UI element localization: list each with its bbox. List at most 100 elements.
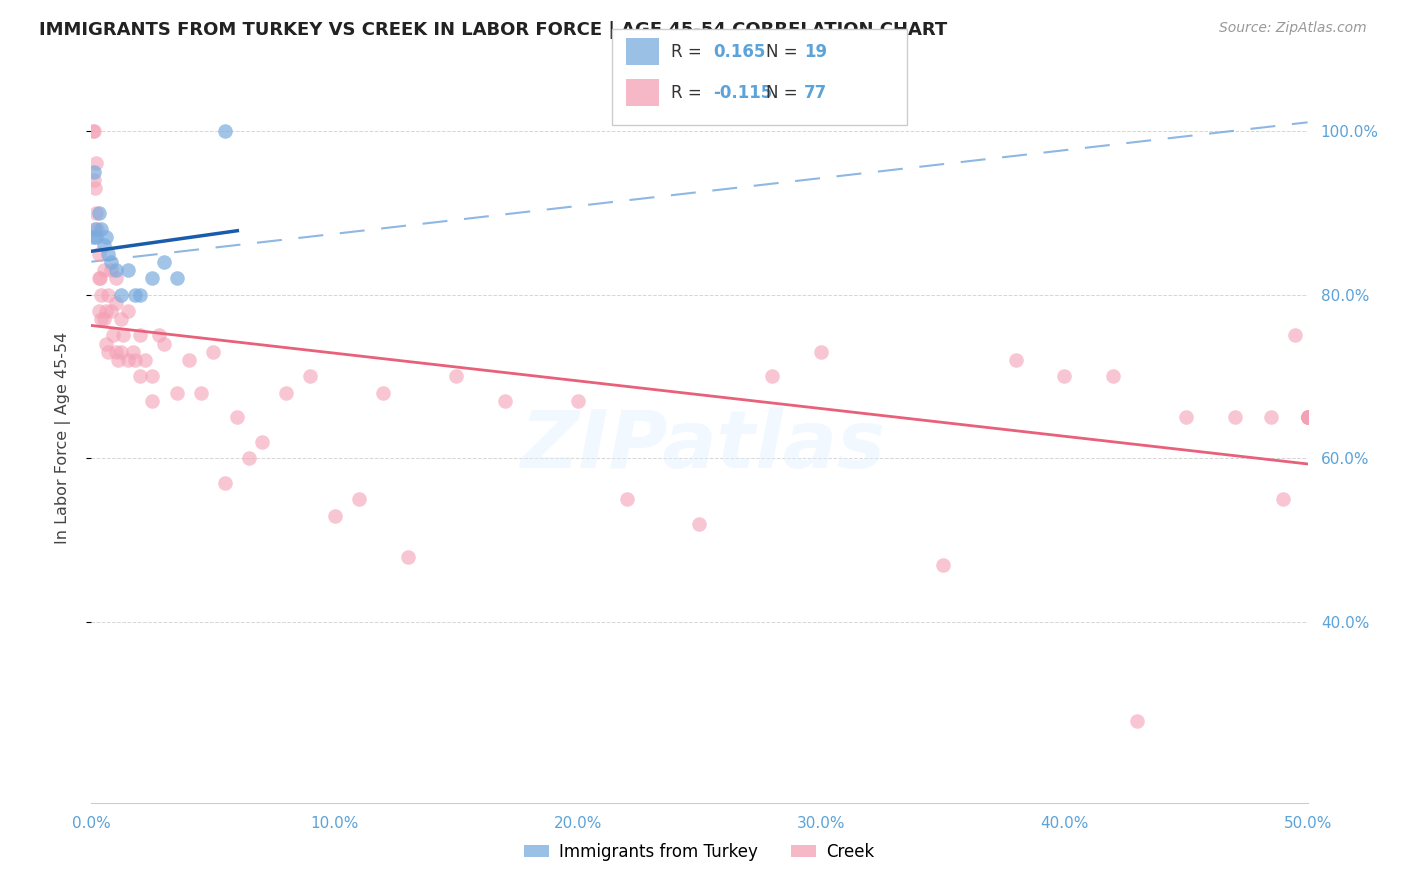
Point — [103, 328, 125, 343]
Point — [110, 312, 132, 326]
Point — [761, 369, 783, 384]
Point — [83, 172, 105, 186]
Point — [129, 369, 152, 384]
Point — [87, 271, 110, 285]
Point — [214, 123, 236, 137]
Point — [1260, 410, 1282, 425]
Point — [1296, 410, 1319, 425]
Point — [100, 304, 122, 318]
Point — [84, 205, 107, 219]
Point — [117, 263, 139, 277]
Point — [97, 344, 120, 359]
Text: 0.165: 0.165 — [713, 43, 765, 61]
Point — [94, 336, 117, 351]
Point — [373, 385, 395, 400]
Point — [177, 353, 200, 368]
Point — [1272, 492, 1295, 507]
Text: ZIPatlas: ZIPatlas — [520, 407, 886, 485]
Point — [810, 344, 832, 359]
Legend: Immigrants from Turkey, Creek: Immigrants from Turkey, Creek — [517, 836, 882, 867]
Point — [117, 353, 139, 368]
Point — [90, 312, 112, 326]
Point — [148, 328, 170, 343]
Point — [87, 205, 110, 219]
Point — [111, 328, 134, 343]
Point — [94, 230, 117, 244]
Point — [931, 558, 953, 572]
Text: Source: ZipAtlas.com: Source: ZipAtlas.com — [1219, 21, 1367, 36]
Point — [97, 246, 120, 260]
Point — [688, 517, 710, 532]
Point — [117, 304, 139, 318]
Point — [124, 353, 146, 368]
Point — [141, 369, 163, 384]
Point — [274, 385, 297, 400]
Point — [104, 344, 127, 359]
Text: 19: 19 — [804, 43, 827, 61]
Point — [129, 328, 152, 343]
Point — [1102, 369, 1125, 384]
Point — [1296, 410, 1319, 425]
Point — [250, 435, 273, 450]
Point — [84, 181, 107, 195]
Point — [1223, 410, 1246, 425]
Y-axis label: In Labor Force | Age 45-54: In Labor Force | Age 45-54 — [55, 332, 70, 544]
Point — [494, 394, 516, 409]
Text: N =: N = — [766, 84, 803, 102]
Point — [444, 369, 467, 384]
Point — [86, 222, 108, 236]
Point — [90, 287, 112, 301]
Point — [202, 344, 225, 359]
Point — [93, 238, 115, 252]
Point — [214, 476, 236, 491]
Point — [82, 123, 104, 137]
Point — [104, 263, 127, 277]
Point — [166, 271, 188, 285]
Point — [104, 295, 127, 310]
Text: N =: N = — [766, 43, 803, 61]
Point — [93, 312, 115, 326]
Point — [153, 336, 176, 351]
Point — [104, 271, 127, 285]
Point — [1296, 410, 1319, 425]
Point — [141, 271, 163, 285]
Point — [87, 246, 110, 260]
Point — [396, 549, 419, 564]
Point — [84, 230, 107, 244]
Point — [84, 156, 107, 170]
Point — [299, 369, 322, 384]
Point — [94, 304, 117, 318]
Point — [1053, 369, 1076, 384]
Text: R =: R = — [671, 43, 707, 61]
Point — [323, 508, 346, 523]
Point — [87, 304, 110, 318]
Point — [83, 123, 105, 137]
Point — [226, 410, 249, 425]
Point — [141, 394, 163, 409]
Text: R =: R = — [671, 84, 707, 102]
Point — [124, 287, 146, 301]
Point — [84, 222, 107, 236]
Point — [134, 353, 156, 368]
Point — [1126, 714, 1149, 728]
Point — [90, 222, 112, 236]
Point — [100, 254, 122, 268]
Text: -0.115: -0.115 — [713, 84, 772, 102]
Point — [121, 344, 143, 359]
Point — [347, 492, 370, 507]
Point — [89, 271, 111, 285]
Point — [616, 492, 638, 507]
Point — [190, 385, 212, 400]
Point — [107, 353, 129, 368]
Text: 77: 77 — [804, 84, 828, 102]
Point — [100, 263, 122, 277]
Point — [1296, 410, 1319, 425]
Point — [1296, 410, 1319, 425]
Point — [1175, 410, 1198, 425]
Point — [93, 263, 115, 277]
Point — [1284, 328, 1306, 343]
Point — [166, 385, 188, 400]
Point — [110, 344, 132, 359]
Point — [110, 287, 132, 301]
Point — [567, 394, 589, 409]
